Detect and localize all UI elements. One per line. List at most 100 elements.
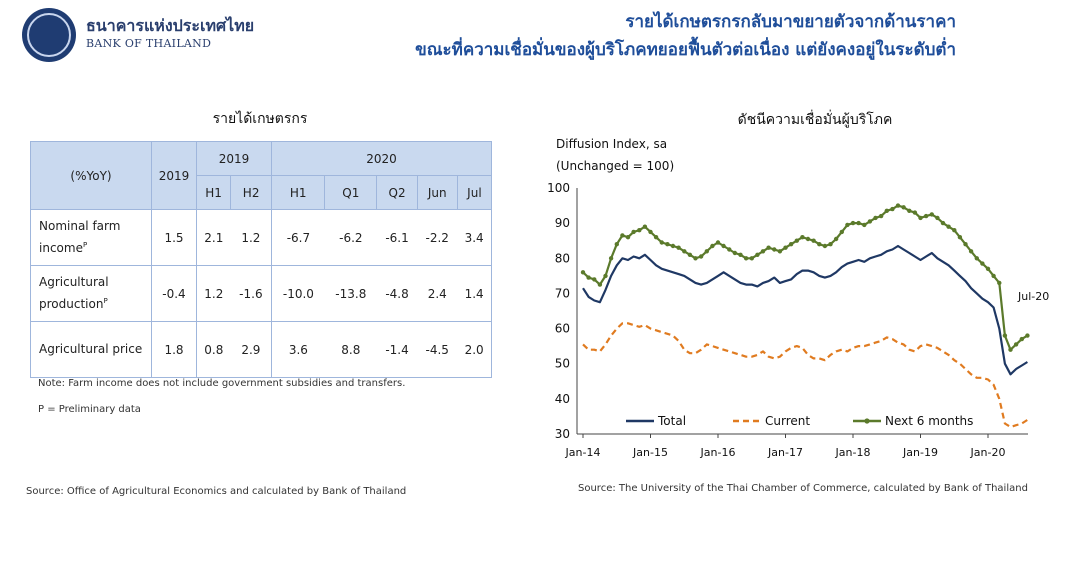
data-point [608,256,614,261]
row-label: Agricultural productionP [30,265,152,322]
chart-title: ดัชนีความเชื่อมั่นผู้บริโภค [738,110,893,128]
data-point [907,208,912,213]
table-cell: 3.4 [457,209,493,266]
data-point [811,238,816,243]
data-point [586,275,591,280]
data-point [940,220,946,226]
data-point [749,256,754,261]
data-point [755,252,760,257]
table-cell: 1.2 [230,209,273,266]
x-tick-label: Jan-15 [632,446,668,459]
table-cell: 0.8 [196,321,231,378]
y-tick-label: 60 [555,322,570,336]
data-point [704,249,709,254]
legend-label: Total [657,414,686,428]
data-point [890,206,895,212]
data-point [839,229,844,235]
data-point [817,242,822,247]
data-point [721,243,726,249]
data-point [653,235,659,240]
bank-name-english: BANK OF THAILAND [86,37,212,50]
data-point [777,249,783,254]
data-point [1019,336,1024,342]
data-point [828,242,833,247]
data-point [1008,347,1013,352]
data-point [873,215,878,221]
data-point [850,220,856,226]
chart-source: Source: The University of the Thai Chamb… [578,483,1028,494]
series-line-total [582,244,1028,376]
data-point [805,236,811,242]
data-point [822,243,828,249]
data-point [833,236,839,242]
table-row: Agricultural price 1.8 0.8 2.9 3.6 8.8 -… [30,321,493,378]
sub-header: H1 [271,175,326,210]
data-point [991,273,996,279]
data-point [952,228,957,233]
data-point [625,235,631,240]
slide-headline: รายได้เกษตรกรกลับมาขยายตัวจากด้านราคา ขณ… [316,8,956,64]
sub-header: Jul [456,175,493,210]
data-point [1013,342,1019,347]
table-row: Agricultural productionP -0.4 1.2 -1.6 -1… [30,265,493,322]
data-point [743,256,749,261]
bank-of-thailand-logo [22,8,76,62]
table-cell: 8.8 [324,321,377,378]
y-tick-label: 40 [555,392,570,406]
data-point [1025,333,1030,338]
table-cell: 1.4 [457,265,493,322]
table-cell: 1.8 [151,321,197,378]
data-point [895,203,901,208]
data-point [670,243,676,249]
y-tick-label: 50 [555,357,570,371]
data-point [682,249,687,254]
data-point [738,252,743,257]
y-tick-label: 80 [555,251,570,265]
chart-axes: 30 40 50 60 70 80 90 100 Jan-14 Jan-15 Jan-16 Jan-1… [547,181,1028,459]
data-point [923,213,929,219]
group-header-2019: 2019 [195,141,273,176]
data-point [766,245,771,250]
sub-header: Jun [416,175,458,210]
data-point [772,247,777,252]
data-point [845,222,850,228]
table-cell: -6.1 [376,209,418,266]
data-point [901,205,906,210]
data-point [760,249,766,254]
data-point [659,240,664,245]
data-point [884,208,889,213]
table-cell: 2.0 [457,321,493,378]
data-point [648,229,653,235]
y-tick-label: 70 [555,286,570,300]
data-point [676,245,681,250]
data-point [929,212,934,217]
table-cell: -2.2 [417,209,458,266]
data-point [1002,333,1008,338]
x-tick-label: Jan-18 [835,446,871,459]
table-cell: -4.5 [417,321,458,378]
sub-header: H1 [195,175,232,210]
headline-line-1: รายได้เกษตรกรกลับมาขยายตัวจากด้านราคา [625,12,956,32]
data-point [732,250,738,256]
data-point [997,280,1002,286]
table-cell: 3.6 [271,321,325,378]
x-tick-label: Jan-14 [565,446,601,459]
bank-name-thai: ธนาคารแห่งประเทศไทย [86,16,255,35]
table-cell: 2.4 [417,265,458,322]
table-source: Source: Office of Agricultural Economics… [26,486,407,497]
sub-header: H2 [230,175,273,210]
table-cell: 1.5 [151,209,197,266]
data-point [963,242,968,247]
chart-legend: Total Current Next 6 months [626,414,973,428]
table-note: Note: Farm income does not include gover… [38,378,406,389]
chart-series [580,203,1030,429]
x-tick-label: Jan-20 [970,446,1006,459]
x-tick-label: Jan-19 [902,446,938,459]
data-point [862,222,867,228]
data-point [687,252,693,257]
table-cell: 2.9 [230,321,273,378]
farm-income-table: (%YoY) 2019 2019 2020 H1 H2 H1 Q1 Q2 Jun… [30,141,493,378]
data-point [603,273,608,279]
preliminary-note: P = Preliminary data [38,404,141,415]
table-row: Nominal farm incomeP 1.5 2.1 1.2 -6.7 -6.… [30,209,493,266]
